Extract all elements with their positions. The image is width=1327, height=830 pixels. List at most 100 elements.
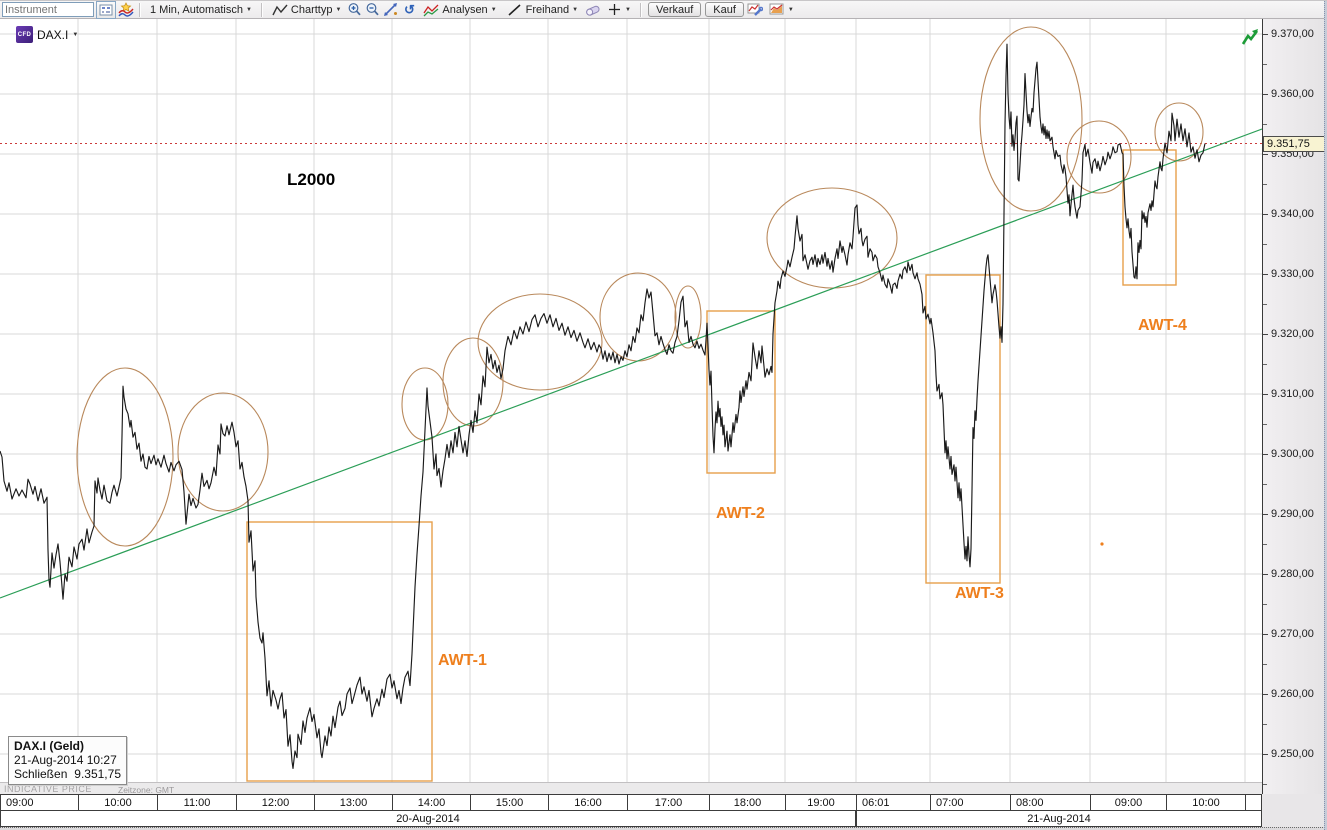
- freihand-label: Freihand: [525, 3, 570, 16]
- price-tick: [1263, 574, 1268, 575]
- price-tick: [1263, 334, 1268, 335]
- price-chart-canvas[interactable]: [0, 19, 1263, 782]
- price-tick: [1263, 94, 1268, 95]
- analysen-dropdown[interactable]: Analysen ▼: [419, 1, 500, 18]
- info-title: DAX.I (Geld): [14, 739, 85, 753]
- time-cell: [1245, 794, 1262, 811]
- main-toolbar: 1 Min, Automatisch ▼ Charttyp ▼ ↺ Analys…: [0, 1, 1327, 19]
- annotation-text-awt-2[interactable]: AWT-2: [716, 505, 765, 522]
- annotation-text-awt-1[interactable]: AWT-1: [438, 652, 487, 669]
- info-datetime: 21-Aug-2014 10:27: [14, 753, 117, 767]
- time-cell: 19:00: [785, 794, 856, 811]
- annotation-ellipse[interactable]: [766, 187, 898, 289]
- price-tick: [1263, 394, 1268, 395]
- price-minor-tick: [1263, 724, 1267, 725]
- time-cell: 14:00: [392, 794, 470, 811]
- instrument-lookup-button[interactable]: [96, 1, 116, 19]
- price-tick-label: 9.270,00: [1271, 627, 1314, 640]
- zoom-out-icon[interactable]: [365, 2, 381, 17]
- info-close-label: Schließen: [14, 767, 68, 781]
- time-cell: 17:00: [627, 794, 709, 811]
- toolbar-separator: [260, 2, 263, 17]
- pan-zoom-icon[interactable]: [383, 2, 399, 17]
- analysen-label: Analysen: [442, 3, 488, 16]
- price-tick-label: 9.300,00: [1271, 447, 1314, 460]
- price-tick: [1263, 274, 1268, 275]
- annotation-text-l2000[interactable]: L2000: [287, 170, 336, 189]
- time-cell: 09:00: [1090, 794, 1166, 811]
- time-cell: 07:00: [930, 794, 1010, 811]
- time-cell: 16:00: [548, 794, 627, 811]
- sell-button[interactable]: Verkauf: [647, 2, 702, 17]
- chevron-down-icon: ▼: [625, 6, 631, 13]
- eraser-icon[interactable]: [584, 2, 600, 17]
- annotation-text-awt-4[interactable]: AWT-4: [1138, 317, 1187, 334]
- freihand-dropdown[interactable]: Freihand ▼: [503, 1, 582, 18]
- annotation-ellipse[interactable]: [177, 392, 269, 512]
- price-minor-tick: [1263, 604, 1267, 605]
- window-right-edge[interactable]: [1324, 1, 1327, 830]
- price-tick-label: 9.250,00: [1271, 747, 1314, 760]
- line-chart-icon: [272, 2, 288, 17]
- trend-line[interactable]: [0, 128, 1263, 599]
- annotation-ellipse[interactable]: [76, 367, 174, 547]
- price-minor-tick: [1263, 124, 1267, 125]
- annotation-ellipse[interactable]: [1154, 102, 1204, 162]
- freehand-line-icon: [507, 2, 523, 17]
- price-minor-tick: [1263, 364, 1267, 365]
- buy-button[interactable]: Kauf: [705, 2, 744, 17]
- charttype-dropdown[interactable]: Charttyp ▼: [268, 1, 346, 18]
- price-tick-label: 9.360,00: [1271, 87, 1314, 100]
- price-tick-label: 9.260,00: [1271, 687, 1314, 700]
- awt-annotation-rectangle[interactable]: [925, 274, 1001, 584]
- price-tick-label: 9.320,00: [1271, 327, 1314, 340]
- zoom-in-icon[interactable]: [347, 2, 363, 17]
- price-tick-label: 9.280,00: [1271, 567, 1314, 580]
- symbol-selector[interactable]: CFD DAX.I ▼: [16, 26, 78, 43]
- annotation-ellipse[interactable]: [477, 293, 603, 391]
- time-cell: 11:00: [157, 794, 236, 811]
- instrument-search-input[interactable]: [2, 2, 94, 17]
- awt-annotation-rectangle[interactable]: [1122, 149, 1177, 286]
- keypad-icon: [98, 2, 114, 17]
- toolbar-separator: [639, 2, 642, 17]
- annotation-text-awt-3[interactable]: AWT-3: [955, 585, 1004, 602]
- interval-dropdown[interactable]: 1 Min, Automatisch ▼: [146, 1, 256, 18]
- chevron-down-icon: ▼: [787, 6, 794, 13]
- time-cell: 08:00: [1010, 794, 1090, 811]
- price-minor-tick: [1263, 484, 1267, 485]
- price-tick: [1263, 694, 1268, 695]
- annotation-ellipse[interactable]: [1066, 120, 1132, 194]
- price-tick-label: 9.330,00: [1271, 267, 1314, 280]
- time-cell: 10:00: [78, 794, 157, 811]
- price-minor-tick: [1263, 784, 1267, 785]
- price-tick: [1263, 454, 1268, 455]
- annotation-ellipse[interactable]: [979, 26, 1083, 212]
- chart-tools-icon[interactable]: [747, 2, 763, 17]
- price-tick: [1263, 34, 1268, 35]
- price-tick-label: 9.290,00: [1271, 507, 1314, 520]
- crosshair-dropdown[interactable]: ▼: [602, 1, 635, 18]
- price-tick: [1263, 514, 1268, 515]
- price-minor-tick: [1263, 64, 1267, 65]
- price-minor-tick: [1263, 664, 1267, 665]
- price-tick-label: 9.370,00: [1271, 27, 1314, 40]
- annotation-ellipse[interactable]: [674, 285, 702, 349]
- time-cell: 18:00: [709, 794, 785, 811]
- undo-icon[interactable]: ↺: [403, 2, 415, 17]
- favorite-chart-icon[interactable]: [118, 2, 134, 17]
- indicative-price-label: INDICATIVE PRICE: [4, 784, 92, 794]
- time-axis[interactable]: 09:00 10:00 11:00 12:00 13:00 14:00 15:00 16:00…: [0, 794, 1327, 813]
- annotation-dot[interactable]: [1100, 542, 1104, 546]
- annotation-ellipse[interactable]: [442, 337, 504, 427]
- time-cell: 13:00: [314, 794, 392, 811]
- time-cell: 15:00: [470, 794, 548, 811]
- chart-settings-dropdown[interactable]: ▼: [765, 1, 798, 18]
- symbol-label: DAX.I: [37, 27, 69, 42]
- up-trend-arrow-icon: [1241, 29, 1259, 45]
- time-cell: 06:01: [856, 794, 930, 811]
- awt-annotation-rectangle[interactable]: [706, 310, 776, 474]
- awt-annotation-rectangle[interactable]: [246, 521, 433, 782]
- quote-info-box: DAX.I (Geld) 21-Aug-2014 10:27 Schließen…: [8, 736, 127, 785]
